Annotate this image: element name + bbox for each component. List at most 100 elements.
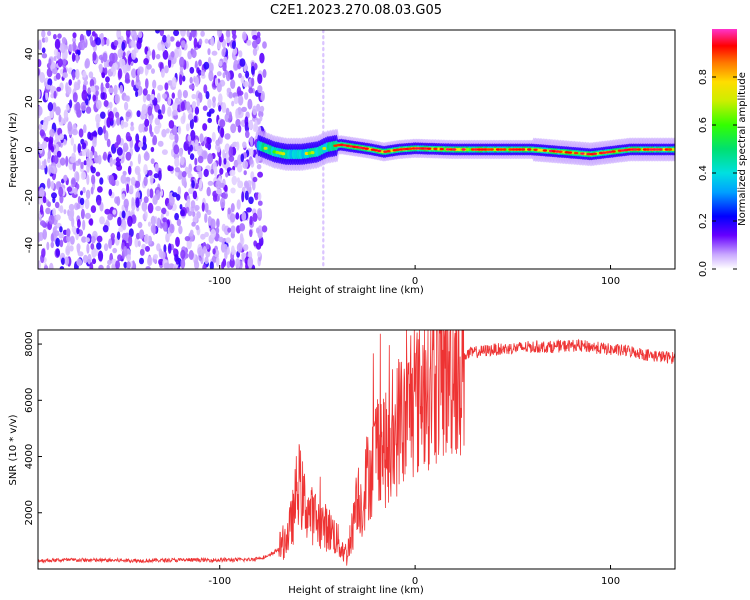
snr-y-ticks: 2000 4000 6000 8000 — [24, 331, 42, 525]
spectrogram-cell — [517, 148, 523, 151]
spectrogram-cell — [135, 191, 141, 200]
y-tick-label: 40 — [24, 48, 35, 61]
spectrogram-cell — [230, 123, 237, 134]
spectrogram-cell — [155, 53, 161, 60]
spectrogram-cell — [91, 235, 96, 244]
spectrogram-cell — [179, 56, 185, 68]
spectrogram-cell — [179, 204, 183, 210]
spectrogram-cell — [157, 109, 162, 115]
spectrogram-cell — [142, 213, 146, 221]
spectrogram-cell — [105, 82, 110, 89]
spectrogram-cell — [92, 137, 97, 148]
spectrogram-cell — [56, 51, 61, 60]
spectrogram-cell — [427, 147, 432, 150]
spectrogram-cell — [241, 31, 247, 41]
spectrogram-cell — [219, 119, 226, 128]
spectrogram-cell — [242, 80, 249, 88]
spectrogram-cell — [76, 258, 83, 267]
spectrogram-cell — [189, 229, 194, 237]
spectrogram-cell — [144, 126, 148, 132]
spectrogram-cell — [76, 227, 80, 235]
spectrogram-cell — [63, 109, 69, 120]
spectrogram-cell — [322, 196, 325, 201]
spectrogram-cell — [322, 250, 325, 255]
spectrogram-cell — [62, 72, 69, 79]
spectrogram-cell — [216, 71, 222, 77]
spectrogram-cell — [573, 151, 579, 155]
spectrogram-cell — [667, 148, 673, 151]
spectrogram-cell — [498, 148, 504, 151]
spectrogram-cell — [91, 258, 97, 265]
spectrogram-cell — [62, 58, 67, 66]
spectrogram-cell — [55, 106, 61, 116]
spectrogram-cell — [128, 228, 134, 238]
colorbar-gradient — [712, 29, 737, 269]
spectrogram-cell — [222, 61, 227, 72]
spectrogram-cell — [57, 33, 62, 39]
spectrogram-cell — [97, 186, 103, 193]
spectrogram-cell — [153, 173, 159, 179]
spectrogram-cell — [180, 156, 185, 166]
spectrogram-cell — [122, 142, 129, 153]
spectrogram-cell — [150, 158, 155, 165]
spectrogram-cell — [259, 115, 263, 122]
spectrogram-cell — [167, 96, 172, 106]
spectrogram-cell — [143, 151, 150, 161]
spectrogram-cell — [151, 94, 155, 100]
spectrogram-cell — [237, 125, 242, 133]
spectrogram-cell — [256, 31, 261, 38]
spectrogram-cell — [433, 147, 438, 151]
spectrogram-cell — [136, 110, 141, 118]
spectrogram-cell — [71, 52, 76, 62]
spectrogram-cell — [322, 232, 325, 237]
spectrogram-cell — [658, 148, 663, 151]
spectrogram-cell — [322, 256, 325, 261]
spectrogram-cell — [91, 40, 97, 48]
spectrogram-cell — [322, 172, 325, 177]
spectrogram-cell — [131, 79, 135, 88]
snr-x-axis-label: Height of straight line (km) — [288, 585, 424, 596]
spectrogram-cell — [90, 243, 95, 250]
spectrogram-cell — [210, 168, 215, 175]
spectrogram-cell — [255, 103, 261, 112]
spectrogram-cell — [179, 74, 183, 86]
spectrogram-cell — [125, 176, 131, 182]
spectrogram-cell — [322, 64, 325, 70]
spectrogram-cell — [147, 202, 154, 214]
spectrogram-cell — [102, 52, 108, 63]
spectrogram-cell — [116, 134, 121, 146]
spectrogram-cell — [107, 213, 113, 221]
spectrogram-cell — [144, 118, 150, 127]
spectrogram-cell — [262, 41, 267, 49]
spectrogram-cell — [636, 148, 641, 151]
spectrogram-cell — [71, 217, 75, 228]
spectrogram-cell — [41, 140, 48, 149]
spectrogram-cell — [229, 213, 236, 223]
spectrogram-cell — [126, 183, 130, 194]
spectrogram-marks — [38, 30, 675, 269]
spectrogram-cell — [82, 219, 86, 231]
spectrogram-cell — [95, 99, 102, 110]
spectrogram-cell — [237, 90, 244, 96]
spectrogram-cell — [89, 150, 93, 160]
spectrogram-cell — [322, 226, 325, 231]
spectrogram-cell — [165, 210, 170, 217]
spectrogram-cell — [92, 51, 97, 61]
spectrogram-cell — [470, 148, 476, 151]
spectrogram-cell — [82, 254, 89, 264]
spectrogram-cell — [191, 221, 196, 227]
spectrogram-cell — [174, 133, 179, 144]
spectrogram-cell — [580, 152, 585, 155]
spectrogram-cell — [173, 248, 177, 255]
spectrogram-cell — [158, 248, 163, 258]
spectrogram-cell — [181, 175, 187, 187]
spectrogram-cell — [227, 227, 232, 233]
spectrogram-cell — [65, 103, 70, 111]
spectrogram-cell — [188, 84, 195, 90]
spectrogram-cell — [130, 121, 134, 127]
spectrogram-cell — [40, 220, 46, 227]
spectrogram-cell — [164, 65, 169, 74]
spectrogram-cell — [542, 149, 548, 152]
spectrogram-cell — [322, 178, 325, 183]
spectrogram-cell — [230, 187, 236, 194]
